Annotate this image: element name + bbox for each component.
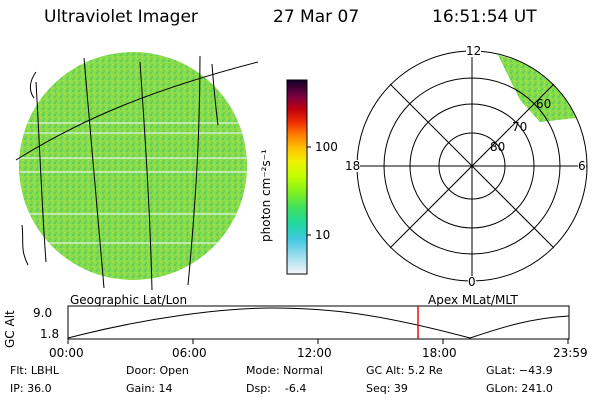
info-gc-alt: GC Alt: 5.2 Re <box>366 364 443 377</box>
geo-grid <box>15 55 259 291</box>
info-door: Door: Open <box>126 364 189 377</box>
time-label: 16:51:54 UT <box>432 7 537 27</box>
coast-line <box>21 224 29 266</box>
timeline-right-title: Apex MLat/MLT <box>428 293 518 307</box>
timeline-plot <box>67 305 570 344</box>
polar-lat-60: 60 <box>536 97 552 111</box>
earth-disk <box>19 52 247 280</box>
colorbar-unit-label: photon cm⁻²s⁻¹ <box>259 149 273 242</box>
colorbar-scale <box>286 79 308 275</box>
polar-lat-70: 70 <box>512 120 528 134</box>
timeline-ytick: 9.0 <box>33 306 53 320</box>
polar-hour-6: 6 <box>578 159 586 173</box>
timeline-ytick: 1.8 <box>40 327 60 341</box>
colorbar-tick-label: 10 <box>315 228 331 242</box>
timeline-xtick: 00:00 <box>49 346 84 360</box>
timeline-left-title: Geographic Lat/Lon <box>70 293 188 307</box>
polar-plot <box>356 50 588 282</box>
polar-hour-12: 12 <box>466 44 482 58</box>
meridian-line <box>211 63 219 126</box>
geo-image <box>15 52 259 291</box>
info-flt: Flt: LBHL <box>10 364 59 377</box>
timeline-xtick: 06:00 <box>172 346 207 360</box>
timeline-frame <box>67 305 570 340</box>
info-mode: Mode: Normal <box>246 364 323 377</box>
info-glon: GLon: 241.0 <box>486 382 553 395</box>
auroral-patch <box>498 55 576 122</box>
timeline-xtick: 23:59 <box>553 346 588 360</box>
info-gain: Gain: 14 <box>126 382 173 395</box>
timeline-xtick: 18:00 <box>422 346 457 360</box>
polar-hour-0: 0 <box>468 275 476 289</box>
altitude-curve <box>67 307 570 339</box>
timeline-ylabel: GC Alt <box>3 310 17 348</box>
colorbar <box>286 79 311 275</box>
meridian-line <box>187 55 201 286</box>
meridian-line <box>139 61 153 291</box>
info-ip: IP: 36.0 <box>10 382 52 395</box>
meridian-line <box>83 57 105 289</box>
coast-line <box>29 71 37 99</box>
info-seq: Seq: 39 <box>366 382 408 395</box>
polar-lat-80: 80 <box>490 140 506 154</box>
scan-gaps <box>20 122 247 244</box>
instrument-title: Ultraviolet Imager <box>44 7 198 27</box>
meridian-line <box>35 81 47 263</box>
date-label: 27 Mar 07 <box>273 7 360 27</box>
info-dsp: Dsp: -6.4 <box>246 382 307 395</box>
polar-diag <box>389 83 555 249</box>
polar-hour-18: 18 <box>345 159 361 173</box>
colorbar-tick-label: 100 <box>315 140 338 154</box>
parallel-line <box>15 61 259 161</box>
info-glat: GLat: −43.9 <box>486 364 553 377</box>
timeline-xtick: 12:00 <box>297 346 332 360</box>
